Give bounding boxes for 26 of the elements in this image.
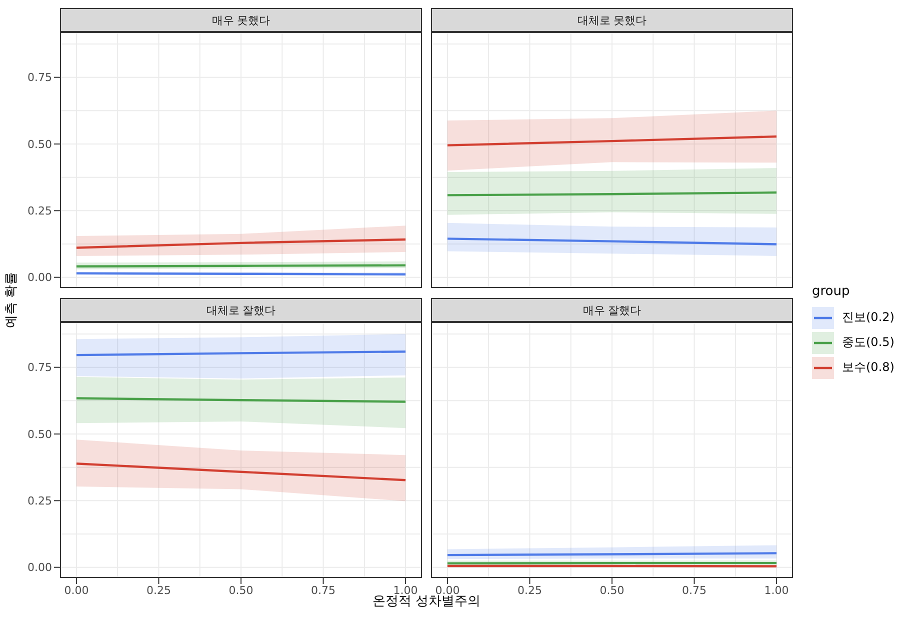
x-tick-label: 0.25 <box>517 584 542 597</box>
legend-label: 중도(0.5) <box>842 334 894 351</box>
y-tick-label: 0.25 <box>28 494 52 508</box>
x-tick-label: 0.25 <box>146 584 171 597</box>
legend-label: 진보(0.2) <box>842 309 894 326</box>
x-tick-label: 0.00 <box>64 584 89 597</box>
legend-label: 보수(0.8) <box>842 359 894 376</box>
y-tick-label: 0.50 <box>28 428 52 441</box>
y-tick-label: 0.75 <box>28 361 52 374</box>
chart-title: 대체로 못했다 <box>431 8 793 32</box>
y-axis-title: 예측 확률 <box>4 270 20 330</box>
y-tick-label: 0.00 <box>28 561 52 574</box>
y-tick-label: 0.50 <box>28 138 52 151</box>
y-tick-label: 0.25 <box>28 204 52 218</box>
chart-title: 대체로 잘했다 <box>60 298 422 322</box>
y-tick-label: 0.00 <box>28 271 52 284</box>
chart-title: 매우 잘했다 <box>431 298 793 322</box>
x-tick-label: 0.50 <box>600 584 624 597</box>
legend-title: group <box>812 284 851 299</box>
chart-title: 매우 못했다 <box>60 8 422 32</box>
y-tick-label: 0.75 <box>28 71 52 84</box>
x-tick-label: 0.75 <box>682 584 707 597</box>
x-tick-label: 0.75 <box>311 584 336 597</box>
x-tick-label: 1.00 <box>764 584 789 597</box>
x-axis-title: 온정적 성차별주의 <box>372 594 481 609</box>
x-tick-label: 0.50 <box>228 584 254 597</box>
